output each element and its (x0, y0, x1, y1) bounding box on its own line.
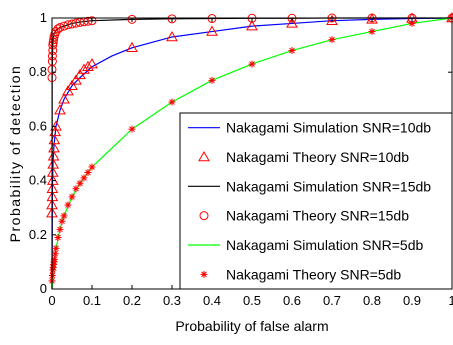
y-tick-label: 0.8 (29, 64, 47, 79)
x-tick-label: 1 (448, 293, 453, 308)
legend-label: Nakagami Theory SNR=5db (226, 266, 401, 282)
data-point (57, 226, 64, 233)
data-point (73, 185, 80, 192)
data-point (81, 174, 88, 181)
x-tick-label: 0.5 (243, 293, 261, 308)
x-tick-label: 0.9 (403, 293, 421, 308)
y-tick-label: 1 (40, 10, 47, 25)
data-point (129, 126, 136, 133)
x-tick-label: 0.3 (163, 293, 181, 308)
data-point (249, 61, 256, 68)
x-tick-label: 0.7 (323, 293, 341, 308)
x-tick-label: 0.8 (363, 293, 381, 308)
x-axis-label: Probability of false alarm (175, 318, 328, 334)
x-tick-label: 0.6 (283, 293, 301, 308)
data-point (77, 180, 84, 187)
legend-label: Nakagami Theory SNR=10db (226, 149, 409, 165)
data-point (89, 164, 96, 171)
data-point (61, 212, 68, 219)
data-point (53, 245, 60, 252)
data-point (85, 169, 92, 176)
y-tick-label: 0.6 (29, 118, 47, 133)
legend-label: Nakagami Simulation SNR=5db (226, 237, 423, 253)
x-tick-label: 0 (48, 293, 55, 308)
x-tick-label: 0.2 (123, 293, 141, 308)
x-tick-label: 0.1 (83, 293, 101, 308)
data-point (329, 36, 336, 43)
legend-label: Nakagami Theory SNR=15db (226, 208, 409, 224)
data-point (69, 193, 76, 200)
y-tick-label: 0.4 (29, 173, 47, 188)
data-point (169, 99, 176, 106)
legend: Nakagami Simulation SNR=10db Nakagami The… (180, 113, 452, 289)
y-tick-label: 0 (40, 281, 47, 296)
data-point (289, 47, 296, 54)
y-axis-label: Probability of detection (7, 65, 23, 243)
legend-label: Nakagami Simulation SNR=15db (226, 178, 431, 194)
data-point (65, 201, 72, 208)
data-point (52, 250, 59, 257)
legend-box (180, 113, 452, 289)
legend-label: Nakagami Simulation SNR=10db (226, 120, 431, 136)
data-point (209, 77, 216, 84)
x-tick-label: 0.4 (203, 293, 221, 308)
y-tick-label: 0.2 (29, 227, 47, 242)
